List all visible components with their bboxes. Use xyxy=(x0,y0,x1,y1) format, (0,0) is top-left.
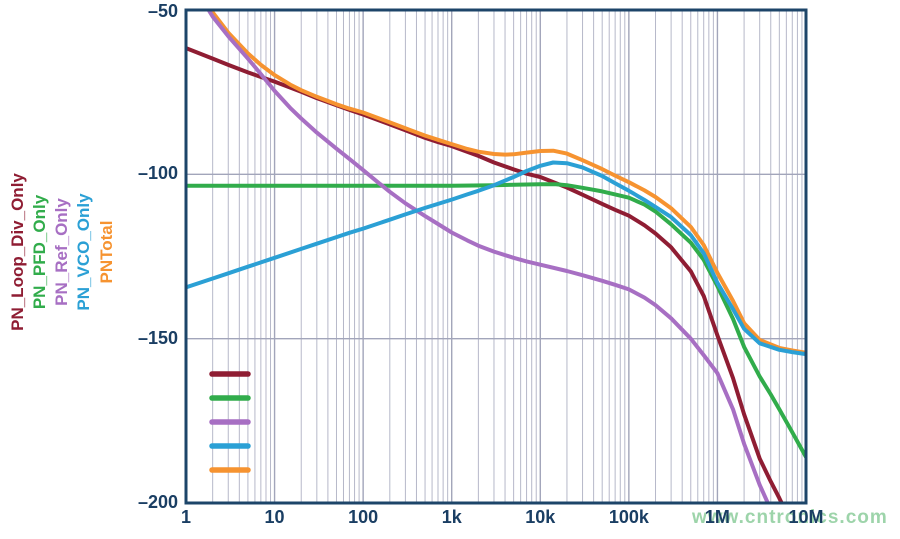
curve-pn-loop-div-only xyxy=(186,46,784,503)
series-label-pn-loop-div-only: PN_Loop_Div_Only xyxy=(8,173,27,331)
y-tick-label: –50 xyxy=(147,1,178,21)
grid xyxy=(185,10,807,503)
x-tick-label: 100k xyxy=(608,507,649,527)
legend xyxy=(209,371,251,473)
curves xyxy=(186,10,806,503)
series-label-pn-ref-only: PN_Ref_Only xyxy=(52,198,71,306)
x-tick-label: 1k xyxy=(441,507,462,527)
curve-pn-ref-only xyxy=(205,10,770,503)
x-tick-label: 10k xyxy=(525,507,556,527)
plot-frame xyxy=(184,8,808,505)
curve-pntotal xyxy=(207,10,806,355)
x-tick-label: 100 xyxy=(348,507,379,527)
watermark: www.cntronics.com xyxy=(692,507,888,528)
series-label-pn-vco-only: PN_VCO_Only xyxy=(74,193,93,311)
series-label-pntotal: PNTotal xyxy=(97,220,116,284)
y-tick-label: –100 xyxy=(137,163,178,184)
y-tick-label: –200 xyxy=(137,492,178,512)
x-tick-label: 10 xyxy=(264,507,285,527)
x-tick-label: 1 xyxy=(180,507,192,527)
series-label-pn-pfd-only: PN_PFD_Only xyxy=(30,194,49,310)
curve-pn-vco-only xyxy=(186,160,806,357)
y-tick-label: –150 xyxy=(137,327,178,348)
x-tick-label: 1M xyxy=(704,507,730,527)
x-tick-label: 10M xyxy=(788,507,824,527)
